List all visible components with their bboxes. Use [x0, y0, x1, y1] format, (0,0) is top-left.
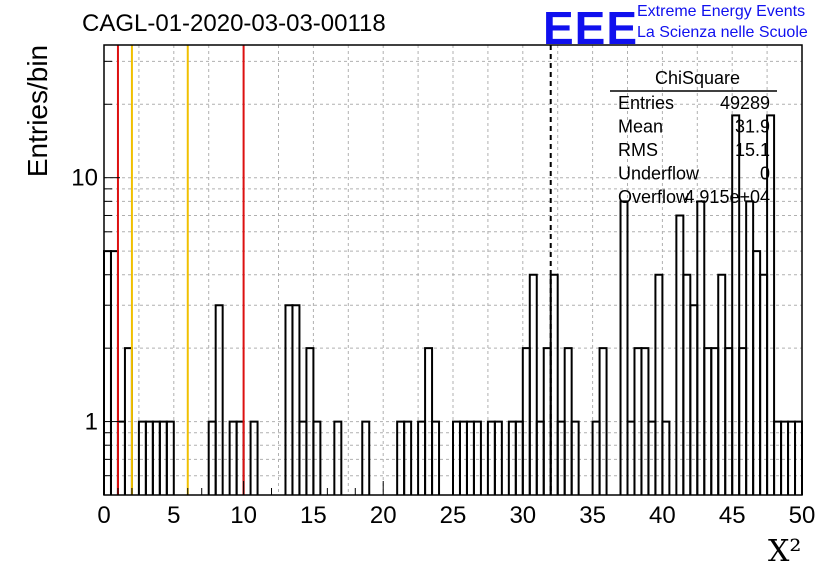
histogram-bin [689, 304, 699, 495]
logo-line-2: La Scienza nelle Scuole [637, 24, 808, 41]
stats-row-value: 31.9 [735, 117, 770, 137]
histogram-bin [109, 250, 119, 495]
stats-row-value: 0 [760, 164, 770, 184]
histogram-bin [361, 420, 371, 495]
x-tick-label: 45 [719, 502, 746, 529]
stats-box-title: ChiSquare [655, 68, 740, 88]
histogram-bin [493, 420, 503, 495]
histogram-bin [759, 273, 769, 495]
histogram-bin [675, 214, 685, 495]
histogram-bin [103, 250, 112, 495]
histogram-bin [333, 420, 343, 495]
histogram-bin [682, 273, 692, 495]
x-tick-label: 5 [167, 502, 180, 529]
histogram-bin [165, 420, 175, 495]
x-tick-label: 35 [579, 502, 606, 529]
x-tick-label: 10 [230, 502, 257, 529]
histogram-bin [661, 420, 671, 495]
stats-row-label: Entries [618, 93, 674, 113]
x-tick-label: 20 [370, 502, 397, 529]
x-tick-label: 0 [97, 502, 110, 529]
x-tick-label: 40 [649, 502, 676, 529]
histogram-bin [766, 114, 776, 495]
histogram-bin [752, 250, 762, 495]
x-tick-label: 25 [440, 502, 467, 529]
histogram-bin [717, 273, 727, 495]
histogram-bin [598, 347, 608, 495]
x-axis-label: X² [768, 534, 802, 569]
histogram-bin [472, 420, 482, 495]
histogram-bin [619, 200, 629, 495]
histogram-bin [431, 420, 441, 495]
histogram-bin [403, 420, 413, 495]
histogram-bin [654, 273, 664, 495]
x-tick-label: 30 [509, 502, 536, 529]
chart-title: CAGL-01-2020-03-03-00118 [82, 10, 386, 37]
histogram-bin [312, 420, 322, 495]
stats-row-value: 4.915e+04 [684, 187, 770, 207]
histogram-bin [549, 273, 559, 495]
x-tick-label: 15 [300, 502, 327, 529]
stats-row-label: RMS [618, 140, 658, 160]
histogram-bin [570, 420, 580, 495]
stats-row-value: 49289 [720, 93, 770, 113]
x-tick-label: 50 [789, 502, 816, 529]
stats-row-label: Underflow [618, 164, 700, 184]
stats-row-label: Mean [618, 117, 663, 137]
histogram-bin [249, 420, 259, 495]
histogram-bin [291, 304, 301, 495]
histogram-bin [214, 304, 224, 495]
histogram-bin [528, 273, 538, 495]
y-tick-label: 1 [85, 409, 98, 436]
stats-row-label: Overflow [618, 187, 690, 207]
stats-row-value: 15.1 [735, 140, 770, 160]
histogram-bin [284, 304, 294, 495]
histogram-bin [731, 114, 741, 495]
logo-line-1: Extreme Energy Events [637, 3, 806, 20]
y-tick-label: 10 [71, 165, 98, 192]
